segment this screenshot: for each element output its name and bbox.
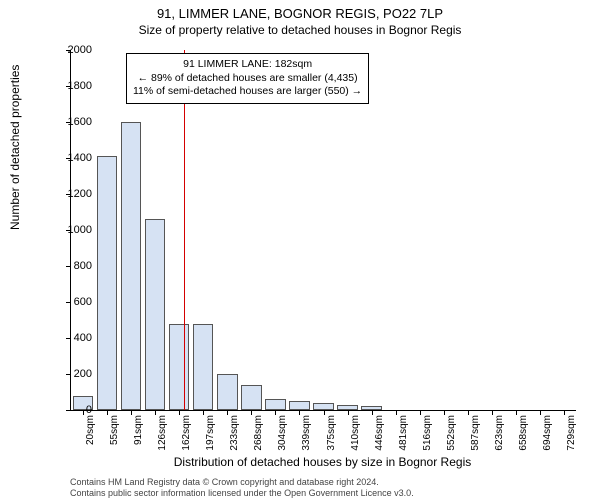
x-tick-mark	[396, 410, 397, 415]
x-tick-mark	[155, 410, 156, 415]
histogram-bar	[313, 403, 333, 410]
y-tick-label: 1200	[52, 188, 92, 200]
x-tick-mark	[468, 410, 469, 415]
y-tick-label: 1400	[52, 152, 92, 164]
x-tick-label: 268sqm	[253, 415, 264, 459]
x-tick-label: 694sqm	[542, 415, 553, 459]
annotation-line-2: ← 89% of detached houses are smaller (4,…	[133, 72, 362, 86]
x-tick-label: 162sqm	[181, 415, 192, 459]
histogram-bar	[169, 324, 189, 410]
y-axis-label: Number of detached properties	[8, 65, 22, 230]
y-tick-label: 2000	[52, 44, 92, 56]
histogram-bar	[193, 324, 213, 410]
annotation-line-3: 11% of semi-detached houses are larger (…	[133, 85, 362, 99]
histogram-bar	[217, 374, 237, 410]
x-tick-label: 587sqm	[470, 415, 481, 459]
y-tick-label: 600	[52, 296, 92, 308]
x-tick-mark	[348, 410, 349, 415]
footer-line-1: Contains HM Land Registry data © Crown c…	[70, 477, 414, 487]
x-tick-label: 552sqm	[446, 415, 457, 459]
y-tick-label: 1000	[52, 224, 92, 236]
page-title-2: Size of property relative to detached ho…	[0, 21, 600, 37]
reference-line	[184, 50, 185, 410]
x-tick-mark	[444, 410, 445, 415]
x-tick-label: 623sqm	[494, 415, 505, 459]
x-axis-label: Distribution of detached houses by size …	[70, 455, 575, 469]
x-tick-mark	[107, 410, 108, 415]
histogram-bar	[97, 156, 117, 410]
x-tick-label: 55sqm	[109, 415, 120, 459]
x-tick-label: 91sqm	[133, 415, 144, 459]
x-tick-label: 233sqm	[229, 415, 240, 459]
x-tick-label: 658sqm	[518, 415, 529, 459]
x-tick-label: 197sqm	[205, 415, 216, 459]
y-tick-label: 800	[52, 260, 92, 272]
histogram-bar	[265, 399, 285, 410]
x-tick-mark	[492, 410, 493, 415]
chart-plot-area: 20sqm55sqm91sqm126sqm162sqm197sqm233sqm2…	[70, 50, 576, 411]
x-tick-label: 481sqm	[398, 415, 409, 459]
x-tick-label: 304sqm	[277, 415, 288, 459]
x-tick-mark	[131, 410, 132, 415]
x-tick-label: 20sqm	[85, 415, 96, 459]
x-tick-mark	[324, 410, 325, 415]
x-tick-mark	[540, 410, 541, 415]
histogram-bar	[241, 385, 261, 410]
x-tick-mark	[420, 410, 421, 415]
footer-line-2: Contains public sector information licen…	[70, 488, 414, 498]
y-tick-label: 1600	[52, 116, 92, 128]
histogram-bar	[145, 219, 165, 410]
x-tick-mark	[372, 410, 373, 415]
x-tick-label: 446sqm	[374, 415, 385, 459]
x-tick-mark	[564, 410, 565, 415]
y-tick-label: 1800	[52, 80, 92, 92]
x-tick-label: 375sqm	[326, 415, 337, 459]
page-title-1: 91, LIMMER LANE, BOGNOR REGIS, PO22 7LP	[0, 0, 600, 21]
annotation-box: 91 LIMMER LANE: 182sqm← 89% of detached …	[126, 53, 369, 104]
annotation-line-1: 91 LIMMER LANE: 182sqm	[133, 58, 362, 72]
y-tick-label: 0	[52, 404, 92, 416]
x-tick-label: 410sqm	[350, 415, 361, 459]
histogram-bar	[289, 401, 309, 410]
y-tick-label: 400	[52, 332, 92, 344]
x-tick-label: 729sqm	[566, 415, 577, 459]
histogram-bar	[121, 122, 141, 410]
x-tick-label: 516sqm	[422, 415, 433, 459]
x-tick-mark	[516, 410, 517, 415]
x-tick-label: 126sqm	[157, 415, 168, 459]
x-tick-label: 339sqm	[301, 415, 312, 459]
y-tick-label: 200	[52, 368, 92, 380]
footer-credits: Contains HM Land Registry data © Crown c…	[70, 477, 414, 498]
